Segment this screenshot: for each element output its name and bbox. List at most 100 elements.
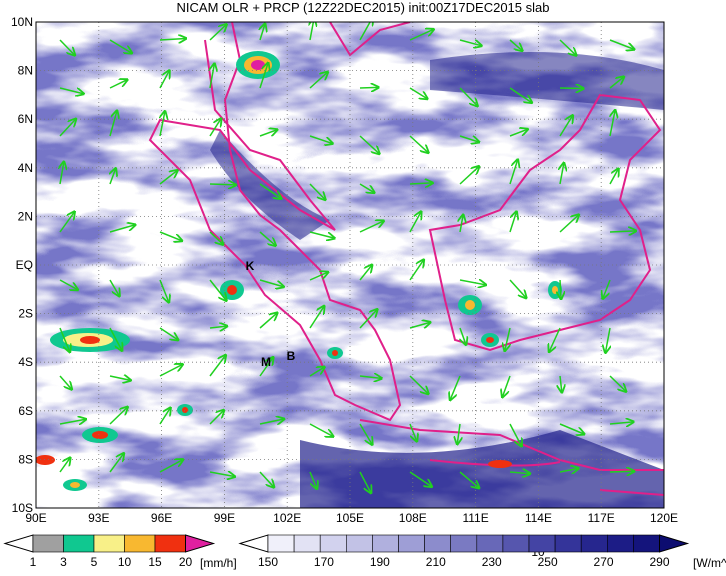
wind-arrow — [509, 160, 518, 185]
wind-arrow — [609, 231, 636, 232]
wind-arrow — [603, 279, 611, 298]
wind-arrow — [409, 260, 424, 281]
wind-arrow — [59, 419, 86, 424]
wind-arrow — [559, 88, 583, 89]
wind-arrow — [502, 375, 511, 397]
wind-arrow — [259, 419, 284, 424]
wind-arrow — [209, 355, 225, 377]
x-tick-label: 102E — [273, 511, 301, 525]
wind-arrow — [259, 183, 281, 198]
colorbar-box — [293, 534, 321, 553]
wind-arrow — [59, 458, 70, 473]
colorbar-box — [424, 534, 452, 553]
wind-arrow — [259, 63, 268, 89]
wind-arrow — [559, 423, 584, 434]
x-tick-label: 99E — [214, 511, 235, 525]
colorbar-box — [372, 534, 399, 553]
wind-arrow — [159, 231, 182, 241]
wind-arrow — [209, 472, 234, 477]
colorbar-label: 15 — [148, 555, 162, 569]
x-tick-label: 114E — [525, 511, 552, 525]
wind-arrow — [109, 225, 135, 233]
colorbar-under — [3, 534, 34, 553]
wind-arrow — [359, 135, 379, 154]
x-tick-label: 111E — [462, 511, 488, 525]
wind-arrow — [309, 471, 317, 488]
colorbar-box — [154, 534, 186, 553]
x-tick-label: 105E — [336, 511, 364, 525]
wind-arrow — [109, 80, 127, 89]
wind-arrow — [610, 110, 615, 137]
x-tick-label: 120E — [650, 511, 678, 525]
y-tick-label: 10S — [12, 501, 33, 515]
wind-arrow — [459, 39, 481, 46]
colorbar-label: 3 — [60, 555, 67, 569]
wind-arrow — [459, 280, 486, 285]
wind-arrow — [609, 422, 633, 424]
colorbar-box — [93, 534, 125, 553]
coastlines — [148, 22, 664, 496]
colorbar-box — [124, 534, 156, 553]
wind-arrow — [509, 129, 527, 137]
wind-arrow — [359, 310, 377, 329]
wind-arrow — [450, 375, 461, 400]
wind-arrow — [457, 423, 460, 444]
colorbar-box — [63, 534, 95, 553]
wind-arrow — [60, 162, 64, 185]
colorbar-box — [476, 534, 504, 553]
wind-arrow — [59, 279, 77, 290]
wind-arrow — [609, 471, 634, 472]
wind-arrow — [549, 327, 561, 352]
wind-arrow — [509, 87, 531, 102]
wind-arrow — [409, 183, 432, 184]
colorbar-box — [528, 534, 556, 553]
colorbar-label: 20 — [179, 555, 193, 569]
colorbar-box — [345, 534, 373, 553]
colorbar-box — [398, 534, 425, 553]
wind-arrow — [309, 423, 333, 436]
y-tick-label: 8S — [18, 452, 33, 466]
wind-arrow — [109, 454, 124, 473]
wind-arrow — [559, 116, 573, 137]
colorbar-unit: [W/m^2] — [693, 556, 726, 570]
wind-arrow — [609, 39, 634, 49]
title: NICAM OLR + PRCP (12Z22DEC2015) init:00Z… — [177, 0, 550, 15]
wind-arrow — [259, 130, 277, 137]
wind-arrow — [59, 212, 74, 233]
station-label: B — [287, 349, 296, 363]
wind-arrow — [109, 376, 130, 380]
colorbar-label: 190 — [370, 555, 390, 569]
wind-arrow — [609, 77, 624, 89]
y-tick-label: 6S — [18, 404, 33, 418]
wind-arrow — [409, 322, 430, 328]
wind-arrow — [559, 39, 576, 55]
colorbar-box — [554, 534, 582, 553]
wind-arrow — [359, 265, 372, 281]
y-tick-label: 4N — [18, 161, 33, 175]
wind-arrow — [409, 375, 428, 394]
wind-arrow — [460, 327, 466, 344]
wind-arrow — [309, 272, 328, 281]
wind-arrow — [259, 471, 274, 487]
wind-arrow — [559, 215, 579, 233]
graticule — [36, 22, 664, 508]
wind-arrow — [59, 39, 75, 55]
y-tick-label: 4S — [18, 355, 33, 369]
colorbar-label: 290 — [649, 555, 669, 569]
y-tick-label: 8N — [18, 64, 33, 78]
wind-arrow — [59, 87, 83, 94]
wind-arrow — [409, 212, 421, 233]
olr-dark — [300, 430, 664, 508]
wind-arrow — [159, 408, 170, 425]
wind-arrow — [259, 231, 275, 245]
wind-arrow — [605, 327, 610, 352]
colorbar-box — [633, 534, 660, 553]
y-tick-label: 10N — [11, 15, 33, 29]
wind-arrow — [560, 279, 561, 299]
wind-arrow — [560, 375, 562, 392]
wind-arrow — [59, 327, 70, 352]
wind-arrow — [209, 231, 223, 244]
wind-arrow — [159, 327, 178, 340]
colorbar-label: 10 — [118, 555, 132, 569]
